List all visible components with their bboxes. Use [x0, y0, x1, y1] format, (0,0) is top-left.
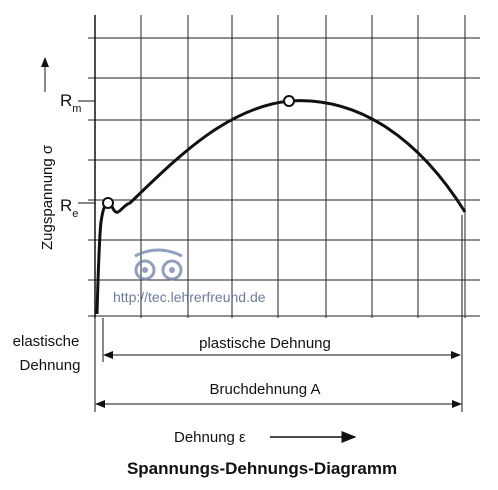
title: Spannungs-Dehnungs-Diagramm [127, 459, 397, 478]
elastic-label: Dehnung [20, 357, 81, 374]
watermark: http://tec.lehrerfreund.de [113, 248, 266, 305]
stress-strain-curve [95, 99, 467, 315]
yield-point [102, 197, 114, 209]
y-axis-label: Zugspannung σ [39, 144, 56, 250]
rm-symbol: R [60, 91, 72, 110]
rm-subscript: m [72, 103, 81, 115]
watermark-text: http://tec.lehrerfreund.de [113, 289, 266, 305]
tensile-point [283, 95, 295, 107]
re-label: Re [60, 196, 78, 220]
fracture-label: Bruchdehnung A [210, 381, 321, 398]
re-subscript: e [72, 208, 78, 220]
plastic-label: plastische Dehnung [199, 335, 331, 352]
rm-label: Rm [60, 91, 81, 115]
x-axis-label: Dehnung ε [174, 429, 246, 446]
grid [88, 15, 480, 318]
re-symbol: R [60, 196, 72, 215]
elastic-label: elastische [13, 333, 80, 350]
